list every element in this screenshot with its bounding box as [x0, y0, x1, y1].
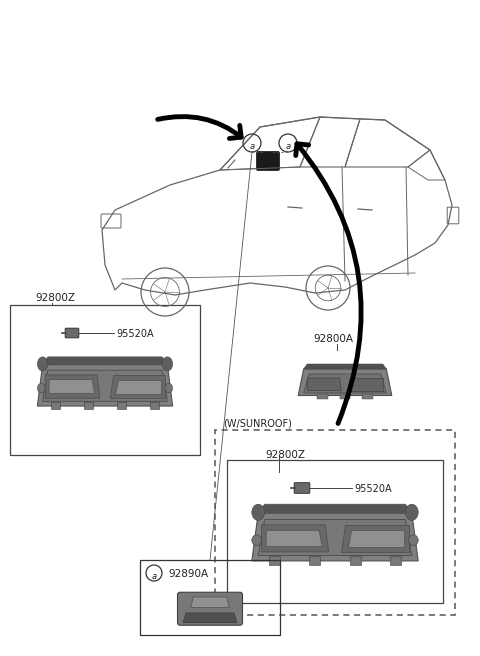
Text: 92800A: 92800A	[313, 334, 353, 344]
FancyBboxPatch shape	[65, 328, 79, 338]
Polygon shape	[183, 613, 237, 623]
Ellipse shape	[252, 535, 262, 546]
Ellipse shape	[37, 383, 45, 393]
Text: 95520A: 95520A	[116, 329, 154, 339]
Polygon shape	[266, 530, 322, 546]
Polygon shape	[304, 364, 386, 369]
Bar	[317, 394, 328, 399]
Polygon shape	[341, 525, 408, 552]
Polygon shape	[307, 378, 341, 390]
Text: a: a	[286, 142, 290, 151]
FancyArrowPatch shape	[296, 144, 361, 423]
Text: 92800Z: 92800Z	[35, 293, 75, 303]
Ellipse shape	[406, 504, 418, 520]
Ellipse shape	[252, 504, 264, 520]
Bar	[269, 556, 280, 565]
Bar	[390, 556, 401, 565]
Text: 95520A: 95520A	[354, 484, 392, 494]
Bar	[349, 556, 361, 565]
Ellipse shape	[165, 383, 173, 393]
FancyBboxPatch shape	[294, 483, 310, 493]
Text: (W/SUNROOF): (W/SUNROOF)	[223, 418, 292, 428]
FancyBboxPatch shape	[256, 152, 279, 171]
Bar	[84, 402, 93, 409]
Bar	[309, 556, 320, 565]
Bar	[215, 430, 455, 615]
Bar	[140, 560, 280, 635]
Bar	[150, 402, 159, 409]
Polygon shape	[258, 520, 412, 556]
Polygon shape	[191, 597, 229, 607]
Ellipse shape	[162, 357, 173, 371]
Ellipse shape	[37, 357, 48, 371]
Polygon shape	[258, 504, 412, 513]
Polygon shape	[252, 513, 418, 561]
Polygon shape	[49, 380, 95, 394]
Text: a: a	[151, 572, 156, 581]
Bar	[362, 394, 373, 399]
FancyBboxPatch shape	[178, 592, 242, 625]
Polygon shape	[45, 375, 100, 398]
Bar	[51, 402, 60, 409]
Bar	[227, 460, 443, 603]
Polygon shape	[37, 365, 173, 406]
Bar	[10, 305, 200, 455]
Bar	[340, 394, 350, 399]
Ellipse shape	[408, 535, 418, 546]
Polygon shape	[43, 370, 168, 401]
FancyArrowPatch shape	[158, 117, 241, 138]
Polygon shape	[348, 378, 383, 390]
Text: 92890A: 92890A	[168, 569, 208, 579]
Bar	[117, 402, 126, 409]
Polygon shape	[262, 525, 329, 552]
Polygon shape	[43, 357, 168, 365]
Polygon shape	[115, 380, 161, 394]
Polygon shape	[304, 374, 386, 393]
Polygon shape	[298, 369, 392, 396]
Text: a: a	[250, 142, 254, 151]
Polygon shape	[110, 375, 165, 398]
Text: 92800Z: 92800Z	[265, 450, 305, 460]
Polygon shape	[348, 530, 404, 546]
